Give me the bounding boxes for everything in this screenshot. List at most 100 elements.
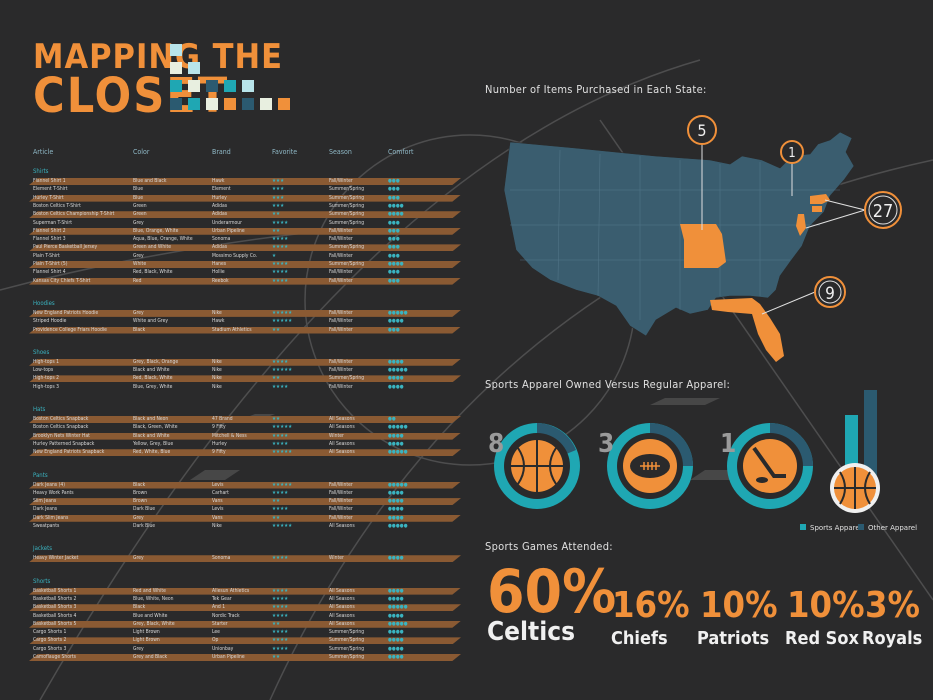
cell-comfort: ●●●●● xyxy=(388,449,408,456)
cell-season: Fall/Winter xyxy=(329,227,353,234)
cell-comfort: ●●●● xyxy=(388,498,404,505)
table-row: Element T-Shirt Blue Element ★★★ Summer/Spri… xyxy=(33,186,463,193)
cell-season: Summer/Spring xyxy=(329,202,365,209)
cell-favorite: ★★ xyxy=(272,326,281,333)
table-row: Basketball Shorts 4 Blue and White Nordic … xyxy=(33,613,463,620)
table-row: Providence College Friars Hoodie Black Sta… xyxy=(33,327,463,334)
cell-season: Fall/Winter xyxy=(329,326,353,333)
legend-other: Other Apparel xyxy=(868,524,917,532)
cell-favorite: ★★★ xyxy=(272,186,285,193)
table-row: Dark Jeans (4) Black Levis ★★★★★ Fall/Winter… xyxy=(33,482,463,489)
cell-comfort: ●●● xyxy=(388,326,400,333)
col-season: Season xyxy=(329,148,352,156)
callout-5-text: 5 xyxy=(697,121,706,140)
cell-brand: Hawk xyxy=(212,318,225,325)
cell-favorite: ★★★★ xyxy=(272,358,289,365)
cell-season: Fall/Winter xyxy=(329,498,353,505)
title-mosaic xyxy=(170,44,290,110)
cell-brand: Hawk xyxy=(212,178,225,184)
cell-season: Fall/Winter xyxy=(329,481,353,488)
category-heading: Shoes xyxy=(33,348,50,356)
table-row: Dark Slim Jeans Grey Vans ★★ Fall/Winter ●●●● xyxy=(33,515,463,522)
table-row: Striped Hoodie White and Grey Hawk ★★★★★ Fal… xyxy=(33,318,463,325)
cell-article: High-tops 3 xyxy=(33,383,59,390)
cell-season: Winter xyxy=(329,432,344,439)
cell-brand: Nordic Track xyxy=(212,612,240,619)
cell-comfort: ●●●● xyxy=(388,375,404,382)
cell-brand: Hurley xyxy=(212,440,227,447)
cell-favorite: ★★ xyxy=(272,514,281,521)
table-row: Plain T-Shirt Grey Mossimo Supply Co. ★ Fall… xyxy=(33,253,463,260)
cell-favorite: ★★★★ xyxy=(272,595,289,602)
cell-favorite: ★★★★★ xyxy=(272,367,293,374)
cell-article: Element T-Shirt xyxy=(33,186,68,193)
cell-brand: Urban Pipeline xyxy=(212,654,245,660)
legend-sports-swatch xyxy=(800,524,806,530)
cell-season: Fall/Winter xyxy=(329,489,353,496)
cell-favorite: ★★★★ xyxy=(272,277,289,284)
table-row: Basketball Shorts 3 Black And 1 ★★★★ All Sea… xyxy=(33,604,463,611)
state-connecticut xyxy=(812,206,822,212)
cell-brand: Starter xyxy=(212,620,228,627)
cell-favorite: ★★★★★ xyxy=(272,449,293,456)
cell-color: Blue, White, Neon xyxy=(133,595,174,602)
map-title: Number of Items Purchased in Each State: xyxy=(485,83,707,96)
cell-article: Sweatpants xyxy=(33,523,60,529)
table-row: Paul Pierce Basketball Jersey Green and W… xyxy=(33,244,463,251)
count-basketball: 8 xyxy=(488,429,504,459)
donut-hockey: 1 xyxy=(720,423,813,509)
cell-season: Summer/Spring xyxy=(329,211,365,218)
cell-favorite: ★★★★ xyxy=(272,219,289,226)
table-row: Flannel Shirt 1 Blue and Black Hawk ★★★ Fall… xyxy=(33,178,463,185)
cell-article: Paul Pierce Basketball Jersey xyxy=(33,244,98,251)
cell-comfort: ●● xyxy=(388,416,396,422)
cell-article: Plain T-Shirt (5) xyxy=(33,261,68,267)
cell-comfort: ●●●● xyxy=(388,645,404,652)
hockey-stick-icon xyxy=(752,446,786,478)
cell-article: New England Patriots Snapback xyxy=(33,449,105,456)
cell-brand: Adidas xyxy=(212,202,228,209)
table-row: Boston Celtics Snapback Black, Green, Whi… xyxy=(33,424,463,431)
cell-article: Boston Celtics Snapback xyxy=(33,416,89,422)
cell-brand: Nike xyxy=(212,358,222,365)
title-line-1: MAPPING THE xyxy=(33,37,284,77)
cell-season: Summer/Spring xyxy=(329,645,365,652)
cell-favorite: ★★★★ xyxy=(272,244,289,251)
cell-color: White and Grey xyxy=(133,318,169,325)
cell-favorite: ★ xyxy=(272,252,277,259)
cell-comfort: ●●● xyxy=(388,269,400,276)
cell-comfort: ●●●●● xyxy=(388,604,408,611)
pct-royals: 3% xyxy=(865,585,920,626)
cell-favorite: ★★ xyxy=(272,620,281,627)
cell-color: Grey xyxy=(133,309,144,316)
table-row: Slim Jeans Brown Vans ★★ Fall/Winter ●●●● xyxy=(33,498,463,505)
puck-icon xyxy=(756,477,768,483)
cell-comfort: ●●●● xyxy=(388,318,404,325)
table-row: High-tops 1 Grey, Black, Orange Nike ★★★★ Fa… xyxy=(33,359,463,366)
table-row: Flannel Shirt 4 Red, Black, White Hollie ★★… xyxy=(33,269,463,276)
table-row: High-tops 2 Red, Black, White Nike ★★ Summer… xyxy=(33,375,463,382)
cell-color: Grey xyxy=(133,514,144,521)
cell-color: White xyxy=(133,261,147,267)
cell-brand: Nike xyxy=(212,523,222,529)
count-hockey: 1 xyxy=(720,429,736,459)
cell-season: Fall/Winter xyxy=(329,318,353,325)
cell-article: Flannel Shirt 1 xyxy=(33,178,66,184)
cell-favorite: ★★ xyxy=(272,211,281,218)
cell-favorite: ★★★ xyxy=(272,178,285,184)
cell-color: Green xyxy=(133,211,147,218)
cell-favorite: ★★★★ xyxy=(272,555,289,562)
cell-article: Dark Jeans xyxy=(33,506,58,513)
state-missouri xyxy=(680,224,726,268)
cell-article: Boston Celtics Championship T-Shirt xyxy=(33,211,115,218)
cell-article: Cargo Shorts 3 xyxy=(33,645,67,652)
cell-brand: Adidas xyxy=(212,211,228,218)
cell-season: Summer/Spring xyxy=(329,654,365,660)
cell-color: Brown xyxy=(133,489,148,496)
pct-redsox: 10% xyxy=(787,585,865,626)
cell-comfort: ●●● xyxy=(388,219,400,226)
legend-other-swatch xyxy=(858,524,864,530)
table-row: Flannel Shirt 3 Aqua, Blue, Orange, White… xyxy=(33,236,463,243)
cell-color: Black, Green, White xyxy=(133,424,178,431)
cell-color: Grey xyxy=(133,555,144,562)
